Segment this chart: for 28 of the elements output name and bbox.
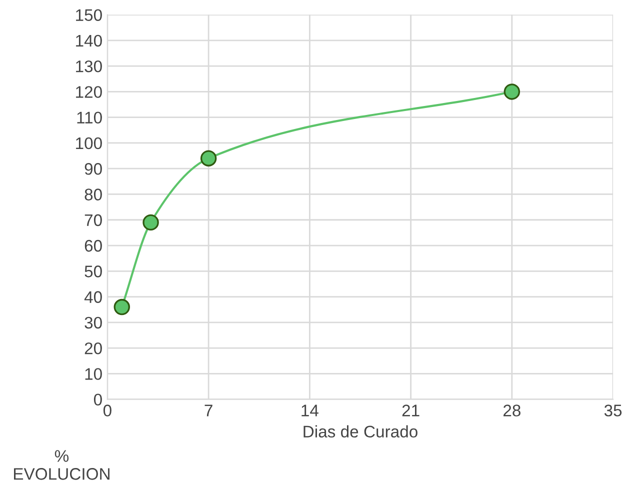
point bbox=[504, 84, 520, 100]
x-tick-label: 35 bbox=[604, 404, 622, 416]
y-tick-label: 150 bbox=[76, 9, 102, 21]
x-tick-label: 7 bbox=[204, 404, 212, 416]
y-axis-title: % EVOLUCION bbox=[14, 450, 110, 480]
y-tick-label: 40 bbox=[84, 291, 102, 303]
x-axis-title: Dias de Curado bbox=[304, 425, 418, 438]
y-tick-label: 130 bbox=[76, 60, 102, 72]
y-tick-label: 70 bbox=[84, 214, 102, 226]
y-tick-label: 10 bbox=[85, 368, 102, 380]
y-tick-label: 80 bbox=[84, 188, 102, 200]
y-tick-label: 30 bbox=[84, 316, 102, 329]
x-tick-label: 28 bbox=[503, 404, 520, 416]
y-tick-label: 100 bbox=[76, 137, 102, 150]
y-tick-label: 90 bbox=[84, 163, 102, 175]
y-tick-label: 50 bbox=[84, 266, 102, 278]
y-tick-label: 60 bbox=[84, 240, 102, 252]
y-tick-label: 120 bbox=[76, 86, 102, 98]
point bbox=[142, 214, 159, 231]
x-tick-label: 21 bbox=[402, 404, 420, 416]
point bbox=[200, 150, 217, 166]
x-tick-label: 14 bbox=[302, 404, 318, 416]
y-tick-label: 20 bbox=[84, 342, 102, 354]
y-tick-label: 0 bbox=[94, 394, 102, 406]
point bbox=[114, 298, 130, 316]
y-tick-label: 140 bbox=[76, 34, 102, 47]
x-tick-label: 0 bbox=[103, 404, 112, 416]
y-tick-label: 110 bbox=[77, 112, 102, 124]
